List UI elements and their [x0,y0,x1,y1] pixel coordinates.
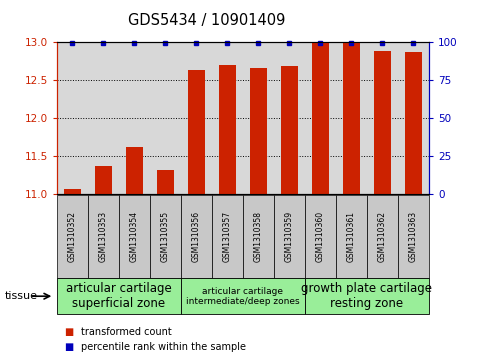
Text: GSM1310363: GSM1310363 [409,211,418,262]
Text: GSM1310356: GSM1310356 [192,211,201,262]
Text: articular cartilage
superficial zone: articular cartilage superficial zone [66,282,172,310]
Bar [281,66,298,194]
Text: ■: ■ [64,342,73,352]
Bar [219,65,236,194]
Bar [64,189,81,194]
Bar [95,166,112,194]
Text: articular cartilage
intermediate/deep zones: articular cartilage intermediate/deep zo… [186,286,300,306]
Bar [243,42,274,194]
Bar [88,42,119,194]
Bar [250,69,267,194]
Bar [374,51,391,194]
Bar [336,42,367,194]
Text: GSM1310359: GSM1310359 [285,211,294,262]
Text: GSM1310361: GSM1310361 [347,211,356,262]
Text: GSM1310358: GSM1310358 [254,211,263,262]
Text: GSM1310357: GSM1310357 [223,211,232,262]
Bar [150,42,181,194]
Text: GSM1310354: GSM1310354 [130,211,139,262]
Bar [405,52,422,194]
Text: growth plate cartilage
resting zone: growth plate cartilage resting zone [301,282,432,310]
Text: GSM1310353: GSM1310353 [99,211,108,262]
Text: percentile rank within the sample: percentile rank within the sample [81,342,246,352]
Bar [119,42,150,194]
Text: GSM1310362: GSM1310362 [378,211,387,262]
Bar [312,42,329,194]
Bar [188,70,205,194]
Bar [343,42,360,194]
Bar [367,42,398,194]
Bar [157,170,174,194]
Bar [57,42,88,194]
Text: ■: ■ [64,327,73,337]
Bar [181,42,212,194]
Text: tissue: tissue [5,291,38,301]
Bar [274,42,305,194]
Bar [212,42,243,194]
Text: GSM1310355: GSM1310355 [161,211,170,262]
Bar [305,42,336,194]
Text: transformed count: transformed count [81,327,172,337]
Bar [126,147,143,194]
Bar [398,42,429,194]
Text: GDS5434 / 10901409: GDS5434 / 10901409 [128,13,286,28]
Text: GSM1310360: GSM1310360 [316,211,325,262]
Text: GSM1310352: GSM1310352 [68,211,77,262]
